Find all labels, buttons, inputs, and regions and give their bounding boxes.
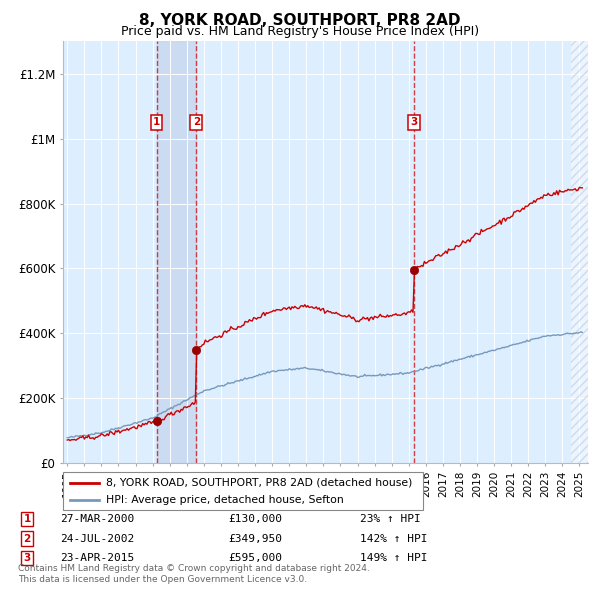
Text: HPI: Average price, detached house, Sefton: HPI: Average price, detached house, Seft…: [106, 494, 344, 504]
Bar: [571, 41, 592, 463]
Text: 2: 2: [193, 117, 200, 127]
Text: Price paid vs. HM Land Registry's House Price Index (HPI): Price paid vs. HM Land Registry's House …: [121, 25, 479, 38]
Text: 8, YORK ROAD, SOUTHPORT, PR8 2AD (detached house): 8, YORK ROAD, SOUTHPORT, PR8 2AD (detach…: [106, 478, 413, 488]
Bar: [157, 41, 196, 463]
Text: 23-APR-2015: 23-APR-2015: [60, 553, 134, 563]
Text: 3: 3: [410, 117, 418, 127]
Text: 8, YORK ROAD, SOUTHPORT, PR8 2AD: 8, YORK ROAD, SOUTHPORT, PR8 2AD: [139, 13, 461, 28]
Text: £349,950: £349,950: [228, 534, 282, 543]
Text: 27-MAR-2000: 27-MAR-2000: [60, 514, 134, 524]
Text: Contains HM Land Registry data © Crown copyright and database right 2024.: Contains HM Land Registry data © Crown c…: [18, 565, 370, 573]
FancyBboxPatch shape: [63, 472, 423, 510]
Text: 3: 3: [23, 553, 31, 563]
Text: 1: 1: [153, 117, 160, 127]
Text: This data is licensed under the Open Government Licence v3.0.: This data is licensed under the Open Gov…: [18, 575, 307, 584]
Text: 1: 1: [23, 514, 31, 524]
Text: 24-JUL-2002: 24-JUL-2002: [60, 534, 134, 543]
Text: 2: 2: [23, 534, 31, 543]
Text: £595,000: £595,000: [228, 553, 282, 563]
Text: 142% ↑ HPI: 142% ↑ HPI: [360, 534, 427, 543]
Text: 149% ↑ HPI: 149% ↑ HPI: [360, 553, 427, 563]
Text: 23% ↑ HPI: 23% ↑ HPI: [360, 514, 421, 524]
Text: £130,000: £130,000: [228, 514, 282, 524]
